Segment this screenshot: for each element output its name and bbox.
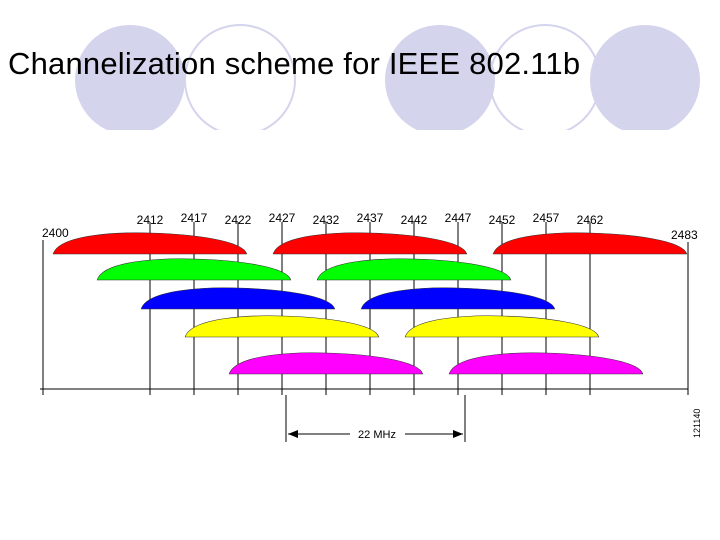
channel-diagram: 2412 2417 2422 2427 2432 2437 2442 2447 2452 2457… xyxy=(40,211,702,442)
slide-title: Channelization scheme for IEEE 802.11b xyxy=(8,46,581,81)
channel-lobe-2417 xyxy=(96,258,292,281)
channel-lobe-2462 xyxy=(492,232,688,255)
decor-circle xyxy=(590,25,700,130)
bandwidth-label: 22 MHz xyxy=(358,429,396,441)
channel-frequency-label: 2422 xyxy=(225,213,252,227)
channel-frequency-labels: 2412 2417 2422 2427 2432 2437 2442 2447 2452 2457… xyxy=(137,211,604,227)
decor-circle-ring xyxy=(184,24,296,130)
band-start-label: 2400 xyxy=(42,226,69,240)
decor-circle-ring xyxy=(489,24,601,130)
channel-frequency-label: 2437 xyxy=(357,211,384,225)
bandwidth-annotation: 22 MHz xyxy=(285,395,466,442)
figure-id: 121140 xyxy=(692,409,702,438)
channel-lobe-2432 xyxy=(228,352,424,375)
band-end-label: 2483 xyxy=(671,228,698,242)
channel-frequency-label: 2442 xyxy=(401,213,428,227)
channel-lobe-2437 xyxy=(272,232,468,255)
channel-frequency-label: 2417 xyxy=(181,211,208,225)
bandwidth-arrowhead-left xyxy=(288,430,298,438)
bandwidth-arrowhead-right xyxy=(453,430,463,438)
decorative-circles xyxy=(75,24,700,130)
channel-lobes xyxy=(52,232,688,375)
channel-lobe-2422 xyxy=(140,287,336,310)
channel-lobe-2457 xyxy=(448,352,644,375)
channel-lobe-2442 xyxy=(316,258,512,281)
channel-frequency-label: 2432 xyxy=(313,213,340,227)
decor-circle xyxy=(385,25,495,130)
channel-frequency-label: 2427 xyxy=(269,211,296,225)
channel-frequency-label: 2457 xyxy=(533,211,560,225)
decor-circle xyxy=(75,25,185,130)
channel-frequency-label: 2452 xyxy=(489,213,516,227)
channel-frequency-label: 2447 xyxy=(445,211,472,225)
channel-lobe-2412 xyxy=(52,232,248,255)
channel-lobe-2427 xyxy=(184,315,380,338)
channel-lobe-2452 xyxy=(404,315,600,338)
channel-lobe-2447 xyxy=(360,287,556,310)
channel-frequency-label: 2462 xyxy=(577,213,604,227)
channel-frequency-label: 2412 xyxy=(137,213,164,227)
